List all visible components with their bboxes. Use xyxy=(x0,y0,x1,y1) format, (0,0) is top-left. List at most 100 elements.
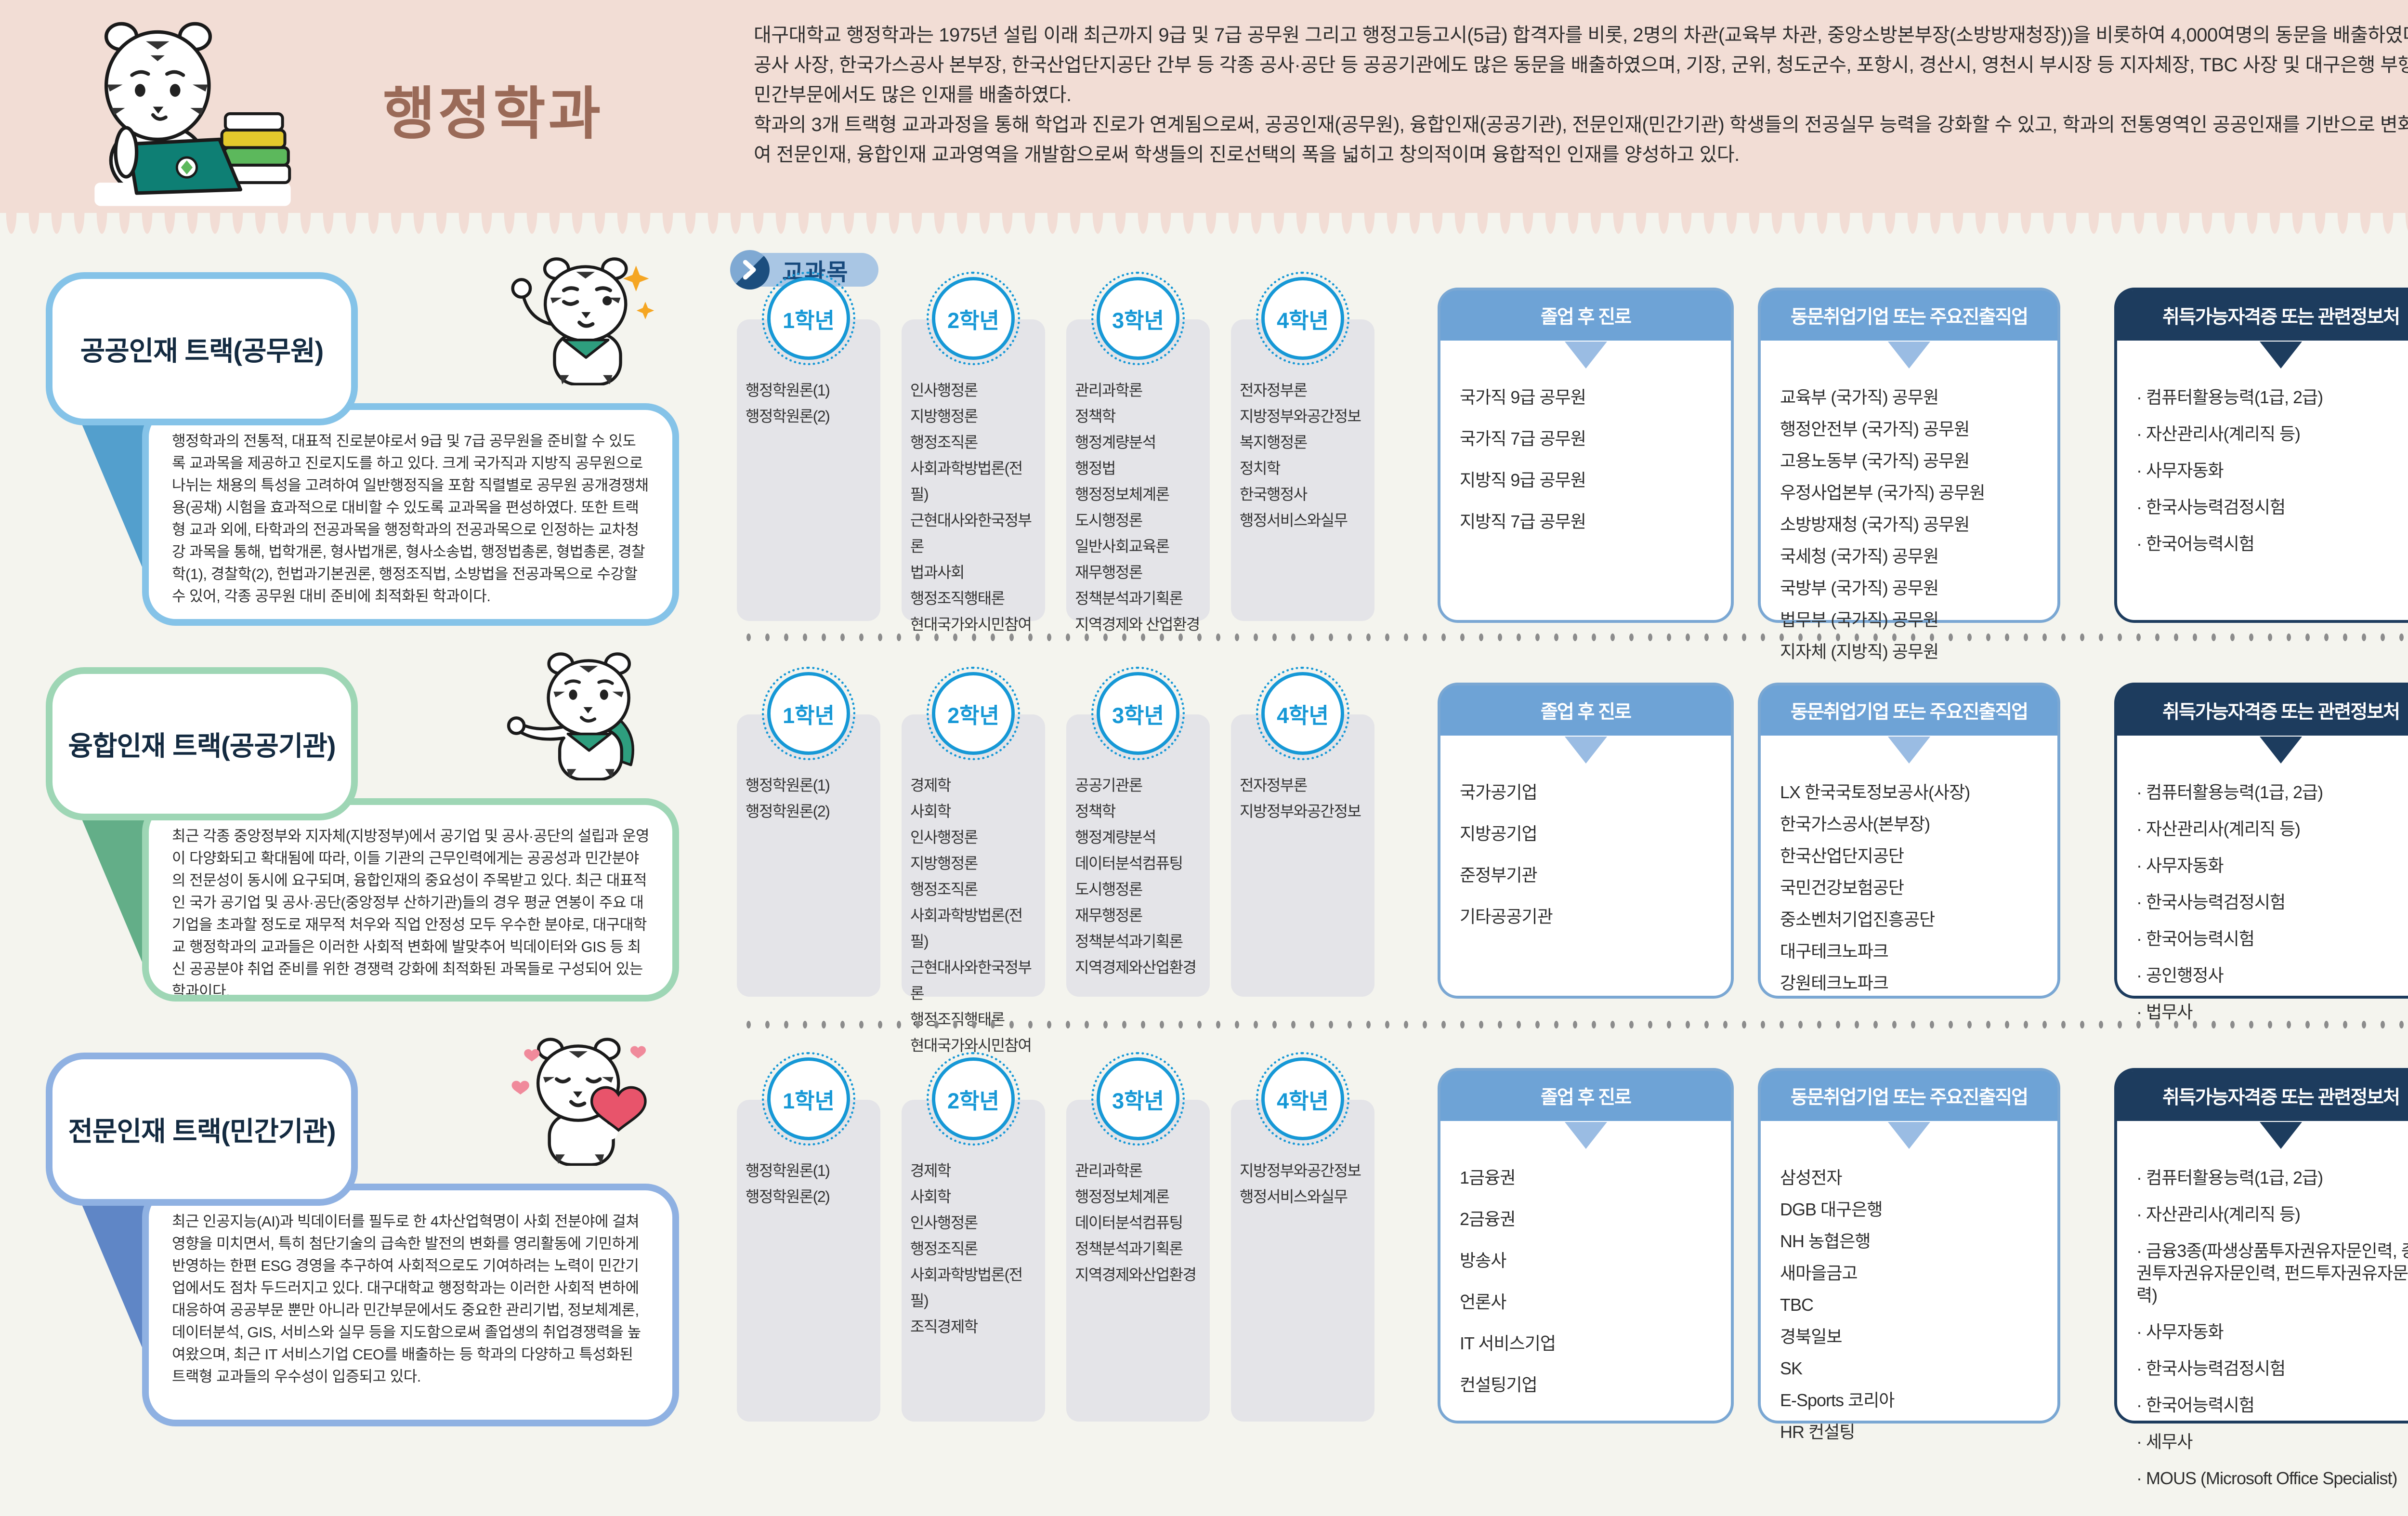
curriculum-section: 1학년 행정학원론(1) 행정학원론(2) 2학년 경제학 사회학 인사행정론 행정조직… xyxy=(733,1043,1388,1428)
career-item: 지방직 9급 공무원 xyxy=(1460,470,1586,490)
certification-item: · 한국어능력시험 xyxy=(2136,1395,2255,1415)
chevron-right-icon xyxy=(730,250,770,290)
course-list: 인사행정론 지방행정론 행정조직론 사회과학방법론(전필) 근현대사와한국정부론 법과사회… xyxy=(910,377,1036,637)
info-boxes: 졸업 후 진로 1금융권 2금융권 방송사 언론사 IT 서비스기업 컨설팅기업 동문취업… xyxy=(1438,1068,2408,1488)
certifications-box: 취득가능자격증 또는 관련정보처 · 컴퓨터활용능력(1급, 2급) · 자산관리… xyxy=(2114,683,2408,1022)
year-label: 2학년 xyxy=(947,308,999,333)
page-title: 행정학과 xyxy=(383,82,604,146)
year-badge: 4학년 xyxy=(1256,272,1349,365)
certification-item: · 사무자동화 xyxy=(2136,461,2224,480)
track-description-bubble: 최근 인공지능(AI)과 빅데이터를 필두로 한 4차산업혁명이 사회 전분야에… xyxy=(142,1184,679,1426)
pointer-triangle xyxy=(1888,737,1930,764)
course-item: 관리과학론 xyxy=(1075,382,1143,399)
course-item: 사회과학방법론(전필) xyxy=(910,460,1023,503)
course-item: 근현대사와한국정부론 xyxy=(910,959,1032,1002)
ribbon-fold xyxy=(76,409,149,583)
course-list: 관리과학론 행정정보체계론 데이터분석컴퓨팅 정책분석과기획론 지역경제와산업환경 xyxy=(1075,1158,1201,1288)
course-item: 행정서비스와실무 xyxy=(1240,1188,1348,1205)
career-box: 졸업 후 진로 국가공기업 지방공기업 준정부기관 기타공공기관 xyxy=(1438,683,1734,999)
track-description: 최근 인공지능(AI)과 빅데이터를 필두로 한 4차산업혁명이 사회 전분야에… xyxy=(172,1213,641,1385)
track-title: 공공인재 트랙(공무원) xyxy=(80,335,324,366)
course-item: 경제학 xyxy=(910,777,951,794)
course-item: 정책학 xyxy=(1075,408,1116,425)
info-boxes: 졸업 후 진로 국가공기업 지방공기업 준정부기관 기타공공기관 동문취업기업 또는 … xyxy=(1438,683,2408,1022)
year-badge: 4학년 xyxy=(1256,1052,1349,1146)
tiger-laptop-mascot xyxy=(94,22,291,206)
career-box: 졸업 후 진로 국가직 9급 공무원 국가직 7급 공무원 지방직 9급 공무원 지방… xyxy=(1438,288,1734,623)
box-title: 졸업 후 진로 xyxy=(1540,702,1632,723)
course-list: 행정학원론(1) 행정학원론(2) xyxy=(746,377,872,429)
certification-item: · 자산관리사(계리직 등) xyxy=(2136,819,2301,839)
alumni-box: 동문취업기업 또는 주요진출직업 교육부 (국가직) 공무원 행정안전부 (국가직… xyxy=(1758,288,2060,661)
career-item: 국가직 7급 공무원 xyxy=(1460,429,1586,448)
course-item: 행정정보체계론 xyxy=(1075,486,1170,503)
career-item: 기타공공기관 xyxy=(1460,907,1553,926)
career-item: 국가직 9급 공무원 xyxy=(1460,387,1586,407)
course-item: 경제학 xyxy=(910,1162,951,1179)
certification-item: · 컴퓨터활용능력(1급, 2급) xyxy=(2136,387,2323,407)
certification-item: · 자산관리사(계리직 등) xyxy=(2136,424,2301,444)
track-panel-public: 행정학과의 전통적, 대표적 진로분야로서 9급 및 7급 공무원을 준비할 수… xyxy=(46,257,679,628)
course-item: 재무행정론 xyxy=(1075,907,1143,924)
year-column-2: 2학년 경제학 사회학 인사행정론 행정조직론 사회과학방법론(전필) 조직경제학 xyxy=(902,1052,1045,1422)
course-item: 지방행정론 xyxy=(910,855,978,872)
career-item: IT 서비스기업 xyxy=(1460,1333,1556,1353)
course-item: 전자정부론 xyxy=(1240,777,1308,794)
course-item: 정책분석과기획론 xyxy=(1075,933,1183,950)
course-item: 행정서비스와실무 xyxy=(1240,512,1348,529)
course-item: 지방정부와공간정보 xyxy=(1240,803,1361,820)
pointer-triangle xyxy=(1564,737,1607,764)
course-item: 사회학 xyxy=(910,803,951,820)
course-item: 행정계량분석 xyxy=(1075,434,1156,451)
alumni-list: 삼성전자 DGB 대구은행 NH 농협은행 새마을금고 TBC 경북일보 SK E-Sport… xyxy=(1761,1121,2057,1465)
pointer-triangle xyxy=(1888,342,1930,369)
course-item: 사회과학방법론(전필) xyxy=(910,907,1023,950)
course-item: 데이터분석컴퓨팅 xyxy=(1075,1214,1183,1231)
year-badge: 2학년 xyxy=(927,667,1020,760)
alumni-item: TBC xyxy=(1780,1295,1814,1315)
career-item: 지방직 7급 공무원 xyxy=(1460,512,1586,531)
year-column-1: 1학년 행정학원론(1) 행정학원론(2) xyxy=(737,272,880,621)
alumni-item: 한국가스공사(본부장) xyxy=(1780,814,1930,834)
alumni-list: 교육부 (국가직) 공무원 행정안전부 (국가직) 공무원 고용노동부 (국가직) … xyxy=(1761,341,2057,685)
course-item: 행정조직행태론 xyxy=(910,590,1005,607)
course-item: 행정학원론(2) xyxy=(746,408,830,425)
certification-item: · 세무사 xyxy=(2136,1432,2193,1451)
course-item: 행정학원론(1) xyxy=(746,382,830,399)
alumni-item: 지자체 (지방직) 공무원 xyxy=(1780,642,1939,661)
certification-list: · 컴퓨터활용능력(1급, 2급) · 자산관리사(계리직 등) · 사무자동화 · … xyxy=(2117,341,2408,581)
year-label: 4학년 xyxy=(1277,1088,1329,1113)
career-list: 국가공기업 지방공기업 준정부기관 기타공공기관 xyxy=(1440,736,1731,959)
course-item: 관리과학론 xyxy=(1075,1162,1143,1179)
description-paragraph: 학과의 3개 트랙형 교과과정을 통해 학업과 진로가 연계됨으로써, 공공인재… xyxy=(754,114,2408,165)
year-label: 3학년 xyxy=(1112,703,1164,728)
alumni-box: 동문취업기업 또는 주요진출직업 LX 한국국토정보공사(사장) 한국가스공사(본… xyxy=(1758,683,2060,999)
course-item: 행정계량분석 xyxy=(1075,829,1156,846)
course-item: 행정학원론(1) xyxy=(746,1162,830,1179)
track-panel-convergence: 최근 각종 중앙정부와 지자체(지방정부)에서 공기업 및 공사·공단의 설립과… xyxy=(46,652,679,1003)
alumni-item: E-Sports 코리아 xyxy=(1780,1390,1895,1410)
alumni-item: 우정사업본부 (국가직) 공무원 xyxy=(1780,483,1985,502)
year-label: 3학년 xyxy=(1112,1088,1164,1113)
certification-item: · 한국사능력검정시험 xyxy=(2136,1358,2286,1378)
tiger-pointing-mascot xyxy=(507,652,634,780)
alumni-item: DGB 대구은행 xyxy=(1780,1200,1883,1219)
alumni-item: 교육부 (국가직) 공무원 xyxy=(1780,387,1939,407)
course-item: 공공기관론 xyxy=(1075,777,1143,794)
curriculum-section: 1학년 행정학원론(1) 행정학원론(2) 2학년 경제학 사회학 인사행정론 지방행정… xyxy=(733,658,1388,1054)
course-item: 정책분석과기획론 xyxy=(1075,590,1183,607)
course-item: 한국행정사 xyxy=(1240,486,1308,503)
year-label: 1학년 xyxy=(783,703,835,728)
certification-item: · 사무자동화 xyxy=(2136,856,2224,875)
course-item: 조직경제학 xyxy=(910,1318,978,1335)
course-item: 지역경제와산업환경 xyxy=(1075,1266,1197,1283)
course-item: 재무행정론 xyxy=(1075,564,1143,581)
track-title-bubble: 융합인재 트랙(공공기관) xyxy=(46,667,358,820)
course-item: 지방정부와공간정보 xyxy=(1240,1162,1361,1179)
year-badge: 4학년 xyxy=(1256,667,1349,760)
course-item: 사회학 xyxy=(910,1188,951,1205)
course-item: 행정조직론 xyxy=(910,434,978,451)
career-item: 지방공기업 xyxy=(1460,824,1538,844)
